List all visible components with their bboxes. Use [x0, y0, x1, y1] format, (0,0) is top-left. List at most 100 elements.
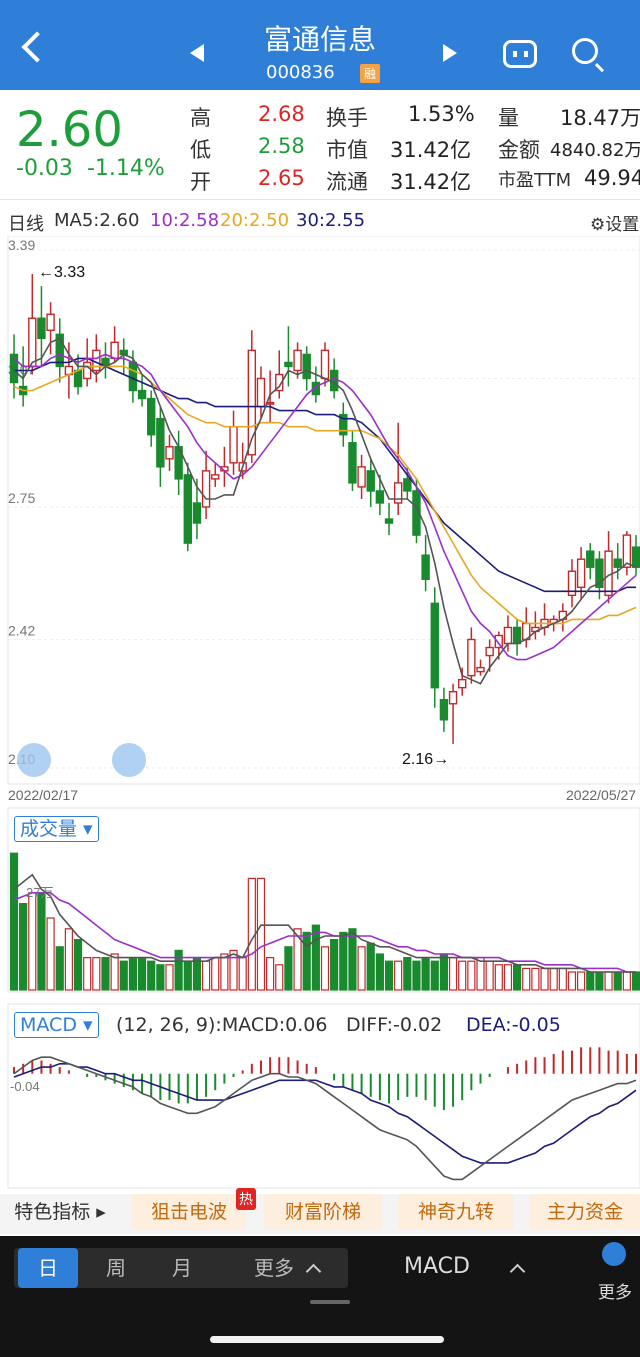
volume-bar — [421, 956, 430, 991]
candle-body — [37, 317, 46, 340]
low-price-label: 2.16→ — [402, 751, 449, 768]
volume-bar — [165, 964, 174, 991]
volume-bar — [201, 960, 211, 991]
more-icon[interactable] — [602, 1242, 626, 1266]
candle-body — [622, 534, 632, 568]
period-month[interactable]: 月 — [172, 1256, 192, 1280]
settings-button[interactable]: ⚙设置 — [590, 215, 640, 235]
back-arrow-icon[interactable] — [21, 31, 53, 63]
candle-body — [586, 550, 595, 568]
candle-body — [73, 369, 83, 388]
volume-bar — [485, 960, 494, 991]
candle-body — [311, 381, 321, 396]
volume-bar — [9, 852, 19, 991]
candle-body — [485, 646, 494, 657]
volume-bar — [458, 960, 467, 991]
candle-body — [393, 482, 403, 504]
candle-body — [384, 518, 394, 524]
volume-bar — [220, 953, 229, 991]
prev-stock-icon[interactable] — [190, 44, 204, 62]
volume-bar — [302, 931, 311, 991]
candle-body — [448, 691, 458, 705]
ma5-line — [13, 337, 637, 685]
candle-body — [613, 558, 622, 568]
ma30-line — [14, 357, 636, 593]
volume-bar — [586, 971, 595, 991]
volume-bar — [439, 953, 449, 991]
volume-bar — [238, 956, 247, 991]
volume-bar — [357, 946, 366, 991]
volume-bar — [540, 967, 549, 991]
ma10-legend: 10:2.58 — [150, 210, 220, 231]
candle-body — [631, 546, 640, 568]
volume-bar — [412, 960, 421, 991]
candle-body — [156, 417, 165, 468]
robot-assistant-icon[interactable] — [503, 40, 537, 68]
diff-line — [13, 1056, 637, 1181]
volume-bar — [503, 964, 513, 991]
volume-bar — [119, 960, 128, 991]
volume-bar — [384, 960, 394, 991]
chevron-up-icon[interactable] — [509, 1263, 526, 1280]
candle-body — [357, 466, 366, 488]
tag-magic-nine[interactable]: 神奇九转 — [398, 1194, 514, 1230]
volume-selector[interactable]: 成交量 ▾ — [14, 816, 99, 842]
period-day[interactable]: 日 — [18, 1248, 78, 1288]
volume-bar — [156, 964, 165, 991]
candle-body — [595, 558, 604, 589]
candle-body — [348, 442, 357, 484]
candle-body — [110, 341, 119, 360]
volume-bar — [28, 892, 37, 991]
search-icon[interactable] — [572, 38, 598, 64]
candle-body — [339, 413, 348, 436]
diff-value: DIFF:-0.02 — [346, 1014, 443, 1036]
candle-body — [604, 550, 613, 597]
ma30-legend: 30:2.55 — [296, 210, 366, 231]
low-value: 2.58 — [258, 134, 305, 158]
open-value: 2.65 — [258, 166, 305, 190]
stock-chart[interactable]: 3.393.072.752.422.10←3.332.16→2022/02/17… — [0, 236, 640, 1194]
volume-bar — [567, 971, 577, 991]
macd-tick-label: -0.04 — [10, 1079, 40, 1094]
candle-body — [28, 317, 37, 368]
volume-bar — [394, 960, 403, 991]
candle-body — [320, 349, 330, 380]
macd-selector[interactable]: MACD ▾ — [14, 1012, 99, 1038]
volume-bar — [55, 946, 64, 991]
volume-bar — [348, 928, 357, 991]
margin-badge: 融 — [360, 64, 381, 83]
next-stock-icon[interactable] — [443, 44, 457, 62]
tag-sniper-wave[interactable]: 狙击电波 — [132, 1194, 246, 1230]
special-indicators-label[interactable]: 特色指标 ▸ — [0, 1194, 120, 1230]
period-more[interactable]: 更多 — [254, 1256, 294, 1280]
float-cap-value: 31.42亿 — [390, 170, 472, 194]
more-label[interactable]: 更多 — [598, 1283, 632, 1303]
volume-bar — [476, 956, 485, 991]
ma20-legend: 20:2.50 — [220, 210, 290, 231]
volume-bar — [275, 964, 284, 991]
volume-bar — [339, 931, 348, 991]
candle-body — [211, 474, 220, 480]
period-week[interactable]: 周 — [106, 1256, 126, 1280]
candle-body — [46, 313, 55, 332]
start-date-label: 2022/02/17 — [8, 787, 78, 803]
volume-bar — [73, 938, 83, 991]
quote-panel: 2.60 -0.03 -1.14% 高 2.68 换手 1.53% 量 18.4… — [0, 90, 640, 200]
tag-wealth-ladder[interactable]: 财富阶梯 — [264, 1194, 382, 1230]
indicator-switch[interactable]: MACD — [404, 1254, 470, 1279]
volume-bar — [375, 953, 384, 991]
candle-body — [82, 361, 92, 380]
market-cap-value: 31.42亿 — [390, 138, 472, 162]
tag-main-capital[interactable]: 主力资金 — [530, 1194, 640, 1230]
candle-body — [512, 626, 522, 645]
candle-body — [329, 369, 339, 392]
volume-bar — [247, 877, 256, 991]
ma5-legend: MA5:2.60 — [54, 210, 140, 231]
drag-handle[interactable] — [310, 1300, 350, 1304]
volume-label: 量 — [498, 106, 519, 130]
volume-bar — [531, 967, 540, 991]
candle-body — [421, 554, 430, 580]
candle-body — [375, 490, 385, 504]
turnover-value: 1.53% — [408, 102, 475, 126]
volume-bar — [448, 956, 458, 991]
